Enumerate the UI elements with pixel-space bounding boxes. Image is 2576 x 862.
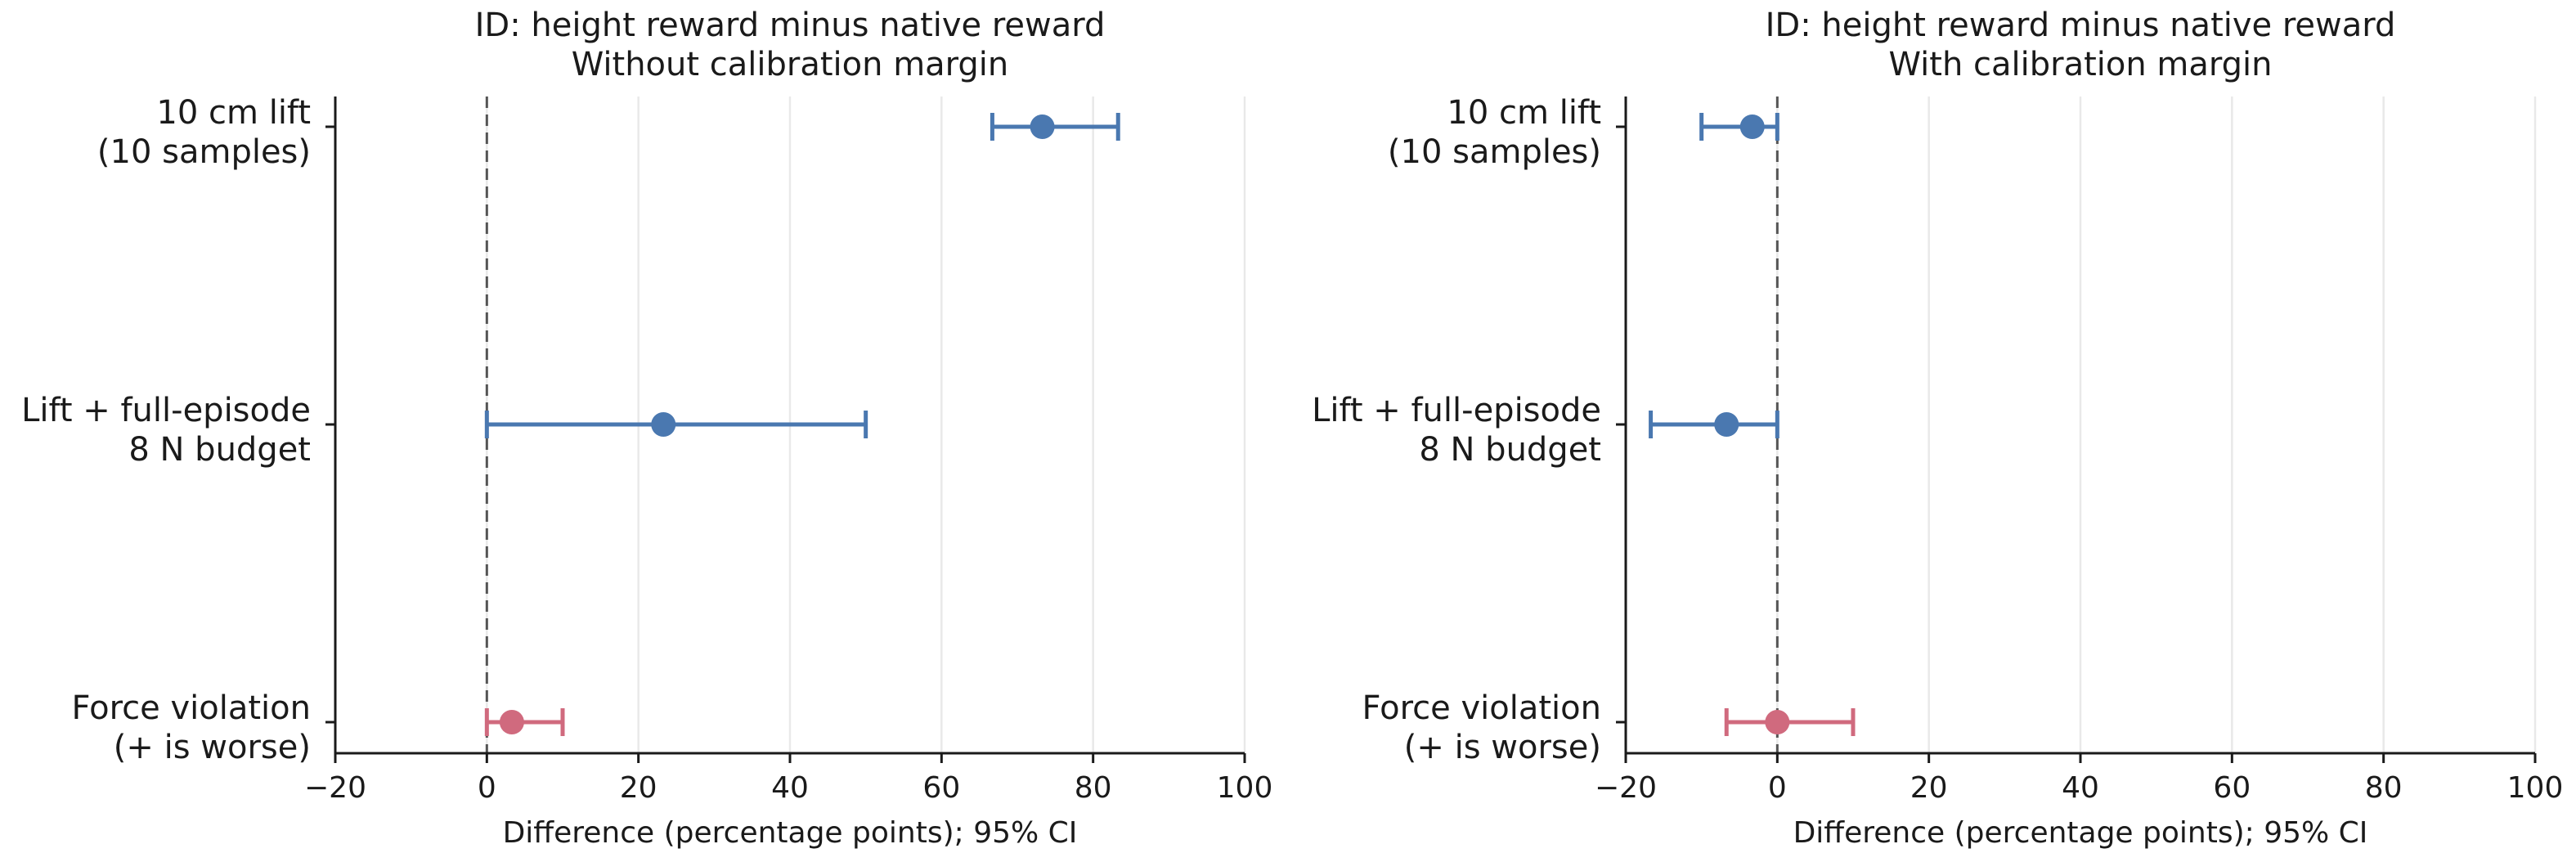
category-label-line: (10 samples) [97,133,311,171]
category-label-line: Lift + full-episode [21,392,311,429]
chart-title-line: Without calibration margin [572,46,1009,83]
x-tick-label: 0 [1768,771,1787,805]
x-axis-label: Difference (percentage points); 95% CI [503,816,1078,850]
chart-panel-1: ID: height reward minus native rewardWit… [21,7,1272,850]
x-axis-label: Difference (percentage points); 95% CI [1793,816,2368,850]
category-label-line: 10 cm lift [1447,94,1601,132]
x-tick-label: 20 [620,771,657,805]
chart-panel-2: ID: height reward minus native rewardWit… [1312,7,2563,850]
category-label-line: 8 N budget [128,431,311,469]
chart-title-line: With calibration margin [1888,46,2272,83]
x-tick-label: 20 [1910,771,1948,805]
category-label-line: (10 samples) [1388,133,1601,171]
x-tick-label: 80 [1075,771,1112,805]
category-label-line: 8 N budget [1419,431,1601,469]
x-tick-label: 100 [2507,771,2564,805]
chart-title-line: ID: height reward minus native reward [1766,7,2396,44]
chart-title-line: ID: height reward minus native reward [475,7,1106,44]
category-label-line: 10 cm lift [156,94,311,132]
x-tick-label: 40 [771,771,809,805]
category-label-line: Force violation [1362,689,1601,727]
estimate-point [651,412,676,437]
estimate-point [1765,710,1790,734]
x-tick-label: 60 [2213,771,2251,805]
estimate-point [1714,412,1739,437]
x-tick-label: 0 [478,771,496,805]
estimate-point [499,710,524,734]
x-tick-label: 40 [2062,771,2099,805]
x-tick-label: 80 [2365,771,2403,805]
x-tick-label: −20 [1595,771,1657,805]
x-tick-label: 100 [1217,771,1273,805]
x-tick-label: 60 [922,771,960,805]
category-label-line: Lift + full-episode [1312,392,1601,429]
category-label-line: (+ is worse) [1404,729,1601,766]
category-label-line: (+ is worse) [114,729,311,766]
x-tick-label: −20 [304,771,366,805]
estimate-point [1739,114,1765,139]
category-label-line: Force violation [72,689,311,727]
estimate-point [1030,114,1055,139]
